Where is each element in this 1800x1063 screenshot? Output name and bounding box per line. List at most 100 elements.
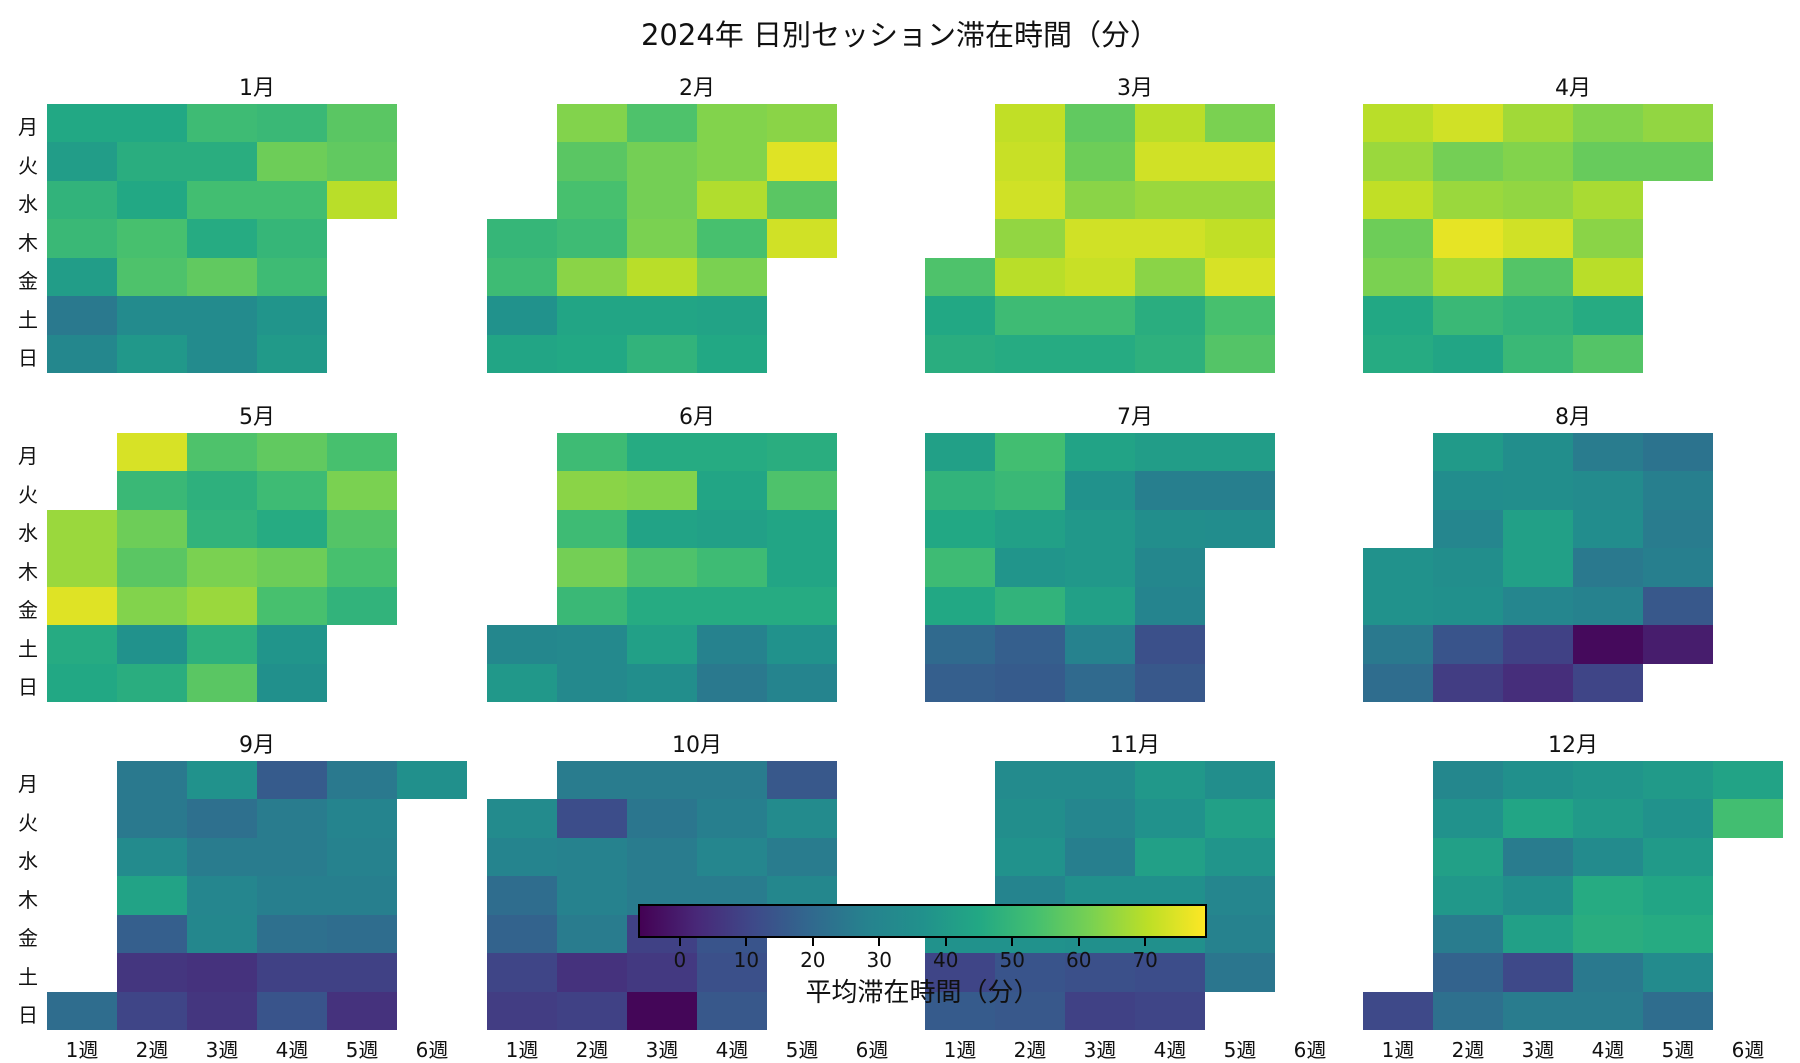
heatmap-cell	[1643, 142, 1713, 181]
heatmap-cell	[1503, 258, 1573, 296]
month-panel-12月: 12月	[1363, 733, 1783, 1030]
heatmap-cell	[995, 104, 1065, 142]
heatmap-cell	[995, 548, 1065, 587]
heatmap-cell	[1573, 799, 1643, 838]
heatmap-cell	[487, 953, 557, 992]
heatmap-cell	[557, 258, 627, 296]
heatmap-cell	[327, 953, 397, 992]
heatmap-cell	[1433, 471, 1503, 510]
heatmap-cell	[1503, 296, 1573, 335]
heatmap-cell	[1065, 335, 1135, 373]
heatmap-cell	[1643, 992, 1713, 1030]
heatmap-cell	[1205, 471, 1275, 510]
heatmap-cell	[1205, 433, 1275, 471]
week-label: 3週	[1083, 1038, 1117, 1062]
heatmap-cell	[1433, 296, 1503, 335]
heatmap-cell	[1135, 433, 1205, 471]
heatmap-cell	[1433, 915, 1503, 953]
week-label: 5週	[785, 1038, 819, 1062]
heatmap-cell	[995, 992, 1065, 1030]
week-label: 3週	[1521, 1038, 1555, 1062]
heatmap-cell	[995, 335, 1065, 373]
heatmap-cell	[327, 876, 397, 915]
heatmap-cell	[487, 625, 557, 664]
heatmap-cell	[557, 510, 627, 548]
heatmap-cell	[1643, 761, 1713, 799]
month-title: 10月	[672, 733, 722, 758]
heatmap-cell	[1135, 664, 1205, 702]
heatmap-cell	[117, 915, 187, 953]
heatmap-cell	[1135, 142, 1205, 181]
heatmap-cell	[1433, 142, 1503, 181]
heatmap-cell	[697, 258, 767, 296]
heatmap-cell	[627, 761, 697, 799]
colorbar-tick-label: 70	[1132, 948, 1158, 972]
colorbar-tick-mark	[811, 938, 814, 946]
heatmap-cell	[995, 219, 1065, 258]
weekday-label: 木	[18, 230, 38, 255]
week-label: 2週	[1451, 1038, 1485, 1062]
heatmap-cell	[1065, 296, 1135, 335]
month-title: 3月	[1117, 76, 1153, 101]
month-panel-1月: 1月	[47, 76, 467, 373]
heatmap-cell	[1433, 664, 1503, 702]
heatmap-cell	[1573, 915, 1643, 953]
heatmap-cell	[47, 587, 117, 625]
heatmap-cell	[1205, 915, 1275, 953]
heatmap-cell	[117, 587, 187, 625]
heatmap-cell	[1573, 181, 1643, 219]
month-title: 7月	[1117, 405, 1153, 430]
heatmap-cell	[117, 219, 187, 258]
heatmap-cell	[1205, 219, 1275, 258]
heatmap-cell	[1363, 992, 1433, 1030]
heatmap-cell	[487, 838, 557, 876]
heatmap-cell	[257, 838, 327, 876]
heatmap-cell	[627, 664, 697, 702]
month-panel-5月: 5月	[47, 405, 467, 702]
heatmap-cell	[1065, 664, 1135, 702]
month-panel-8月: 8月	[1363, 405, 1783, 702]
heatmap-cell	[1573, 761, 1643, 799]
heatmap-cell	[117, 296, 187, 335]
colorbar	[638, 904, 1207, 938]
month-panel-4月: 4月	[1363, 76, 1783, 373]
heatmap-cell	[1205, 838, 1275, 876]
heatmap-cell	[1065, 258, 1135, 296]
heatmap-cell	[767, 548, 837, 587]
heatmap-cell	[187, 838, 257, 876]
heatmap-cell	[697, 104, 767, 142]
page-title: 2024年 日別セッション滞在時間（分）	[640, 18, 1160, 52]
colorbar-tick-label: 0	[673, 948, 687, 972]
heatmap-cell	[117, 258, 187, 296]
heatmap-cell	[995, 664, 1065, 702]
heatmap-cell	[1573, 992, 1643, 1030]
heatmap-cell	[327, 471, 397, 510]
heatmap-cell	[925, 471, 995, 510]
heatmap-cell	[1573, 296, 1643, 335]
heatmap-cell	[117, 625, 187, 664]
heatmap-cell	[187, 587, 257, 625]
heatmap-cell	[557, 992, 627, 1030]
heatmap-cell	[627, 510, 697, 548]
heatmap-cell	[327, 181, 397, 219]
weekday-label: 日	[18, 1003, 38, 1027]
heatmap-cell	[627, 471, 697, 510]
heatmap-cell	[117, 761, 187, 799]
heatmap-cell	[697, 799, 767, 838]
heatmap-cell	[1135, 625, 1205, 664]
heatmap-cell	[117, 142, 187, 181]
heatmap-cell	[1363, 587, 1433, 625]
month-panel-3月: 3月	[925, 76, 1345, 373]
heatmap-cell	[627, 838, 697, 876]
heatmap-cell	[1433, 587, 1503, 625]
month-title: 2月	[679, 76, 715, 101]
heatmap-cell	[187, 664, 257, 702]
heatmap-cell	[925, 433, 995, 471]
heatmap-cell	[1433, 625, 1503, 664]
heatmap-cell	[487, 258, 557, 296]
heatmap-cell	[487, 992, 557, 1030]
heatmap-cell	[47, 664, 117, 702]
heatmap-cell	[117, 953, 187, 992]
weekday-label: 日	[18, 675, 38, 699]
week-label: 3週	[645, 1038, 679, 1062]
